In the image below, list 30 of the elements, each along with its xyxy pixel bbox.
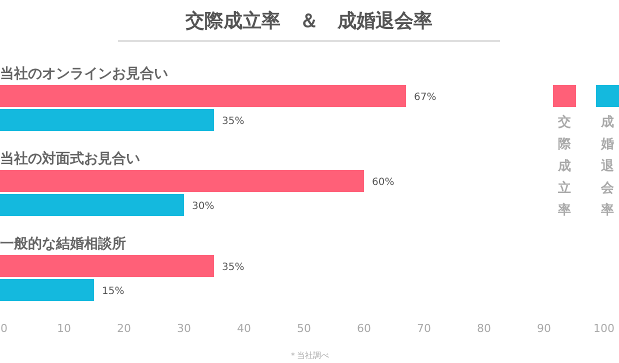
legend-label: 成婚退会率 <box>600 115 615 218</box>
x-tick-label: 50 <box>297 322 311 335</box>
y-tick-label: 当社のオンラインお見合い <box>0 66 168 82</box>
chart-title: 交際成立率 ＆ 成婚退会率 <box>184 10 432 32</box>
data-label: 67% <box>414 92 436 103</box>
x-tick-label: 80 <box>477 322 491 335</box>
data-label: 15% <box>102 286 124 297</box>
bar <box>0 255 214 277</box>
bar <box>0 170 364 192</box>
data-label: 60% <box>372 177 394 188</box>
x-tick-label: 0 <box>0 322 8 335</box>
bar <box>0 279 94 301</box>
y-tick-label: 当社の対面式お見合い <box>0 150 140 167</box>
data-label: 35% <box>222 262 244 273</box>
x-tick-label: 60 <box>357 322 371 335</box>
legend-label: 交際成立率 <box>557 114 572 218</box>
x-tick-label: 90 <box>537 322 551 335</box>
x-tick-label: 40 <box>237 322 251 335</box>
x-tick-label: 30 <box>177 322 191 335</box>
bar <box>0 85 406 107</box>
data-label: 35% <box>222 116 244 127</box>
data-label: 30% <box>192 201 214 212</box>
x-tick-label: 70 <box>417 322 431 335</box>
y-tick-label: 一般的な結婚相談所 <box>0 235 126 252</box>
x-tick-label: 20 <box>117 322 131 335</box>
text: ＊当社調べ <box>289 351 329 360</box>
x-tick-label: 100 <box>594 322 614 335</box>
bar <box>0 194 184 216</box>
x-tick-label: 10 <box>57 322 71 335</box>
bar <box>0 109 214 131</box>
